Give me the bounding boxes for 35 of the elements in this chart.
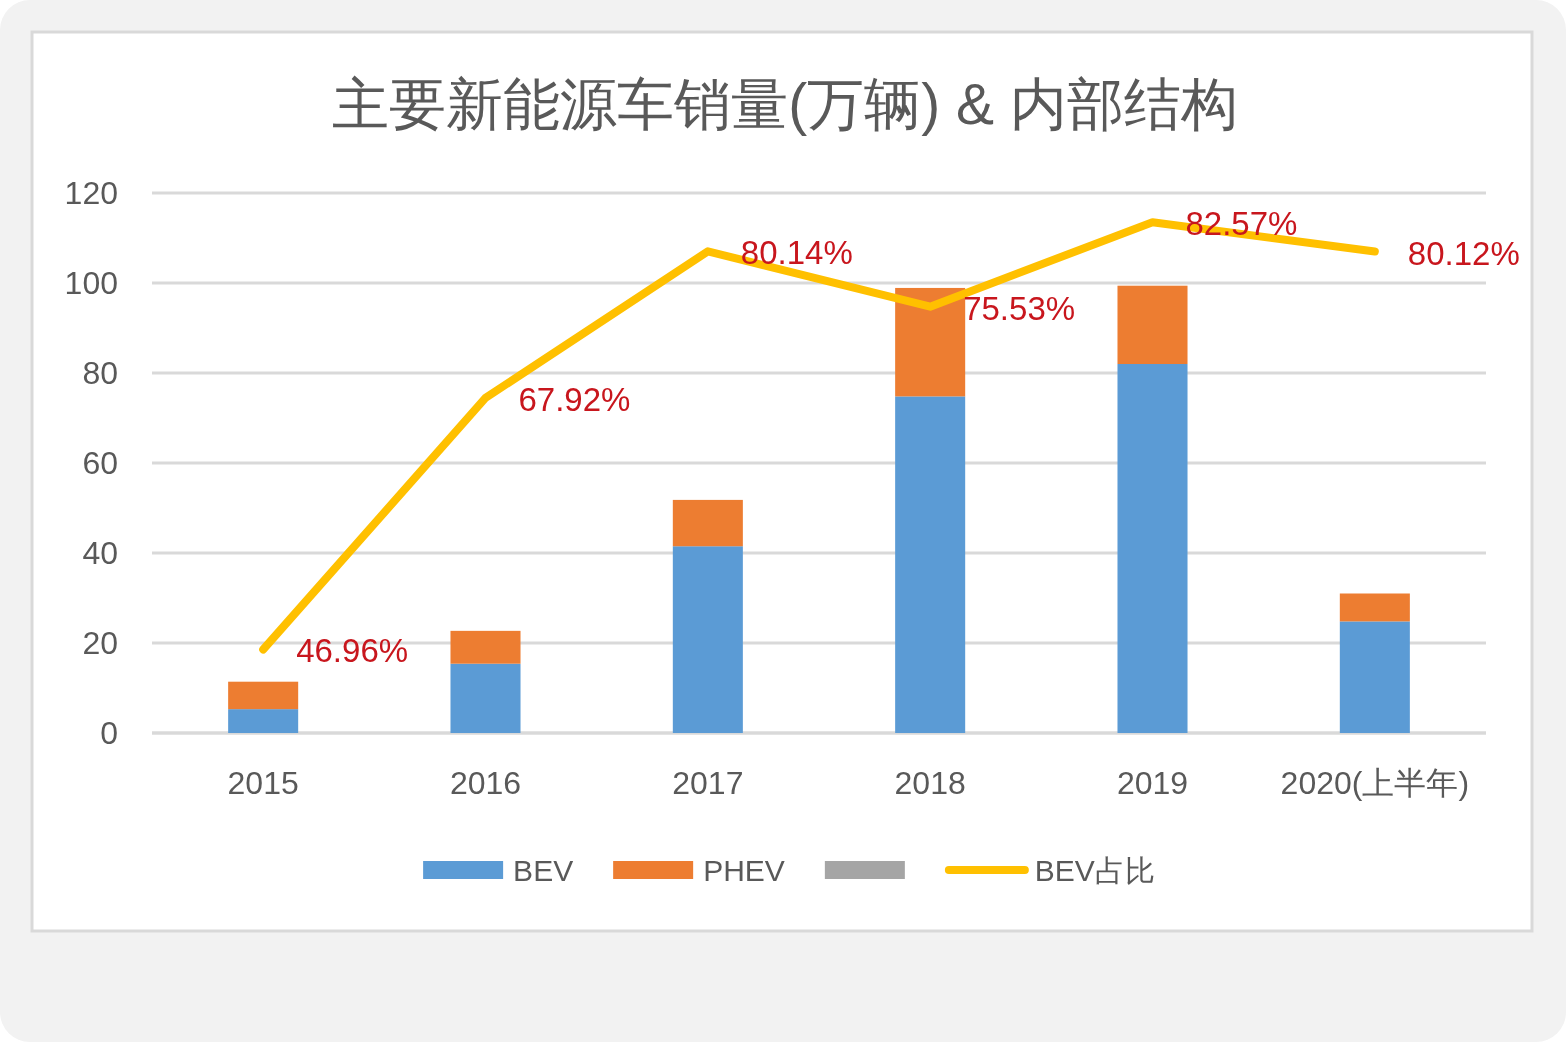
bar (1339, 593, 1410, 622)
x-tick-label: 2019 (1116, 765, 1189, 801)
y-tick-label: 120 (64, 175, 118, 211)
data-label: 80.14% (740, 234, 853, 272)
y-tick-label: 60 (82, 445, 118, 481)
x-tick-label: 2016 (449, 765, 522, 801)
data-label: 75.53% (963, 289, 1076, 327)
bar (1117, 364, 1188, 733)
bar (895, 396, 966, 733)
y-tick-label: 20 (82, 625, 118, 661)
x-tick-label: 2020(上半年) (1280, 765, 1470, 801)
y-tick-label: 80 (82, 355, 118, 391)
bar (672, 546, 743, 733)
bar (450, 630, 521, 664)
y-tick-label: 0 (100, 715, 118, 751)
bar (1117, 285, 1188, 364)
bar (228, 681, 299, 710)
bar (895, 287, 966, 397)
bar (672, 499, 743, 547)
legend-label: BEV占比 (1034, 854, 1155, 887)
data-label: 80.12% (1407, 234, 1520, 272)
bar (450, 663, 521, 733)
legend-label: PHEV (703, 854, 785, 887)
data-label: 46.96% (296, 632, 409, 670)
chart-title: 主要新能源车销量(万辆) & 内部结构 (332, 72, 1238, 136)
x-tick-label: 2017 (672, 765, 744, 801)
x-tick-label: 2018 (894, 765, 966, 801)
x-tick-label: 2015 (227, 765, 299, 801)
y-tick-label: 40 (82, 535, 118, 571)
legend-label: BEV (513, 854, 574, 887)
bar (1339, 621, 1410, 733)
data-label: 67.92% (518, 380, 631, 418)
y-tick-label: 100 (64, 265, 118, 301)
legend: BEV PHEV BEV占比 (423, 854, 1155, 887)
bar (228, 709, 299, 733)
